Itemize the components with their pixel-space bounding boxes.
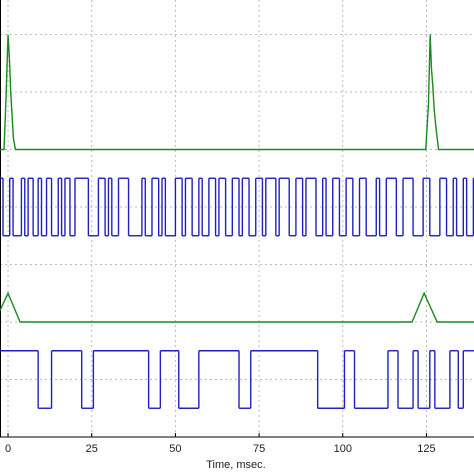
x-axis-label: Time, msec.	[206, 459, 266, 471]
signal-line	[0, 291, 474, 323]
x-tick-label: 25	[86, 443, 98, 455]
x-tick-label: 0	[5, 443, 11, 455]
signal-line	[0, 34, 474, 151]
x-tick-label: 75	[253, 443, 265, 455]
x-tick-label: 50	[169, 443, 181, 455]
x-tick-label: 100	[334, 443, 352, 455]
x-tick-label: 125	[417, 443, 435, 455]
